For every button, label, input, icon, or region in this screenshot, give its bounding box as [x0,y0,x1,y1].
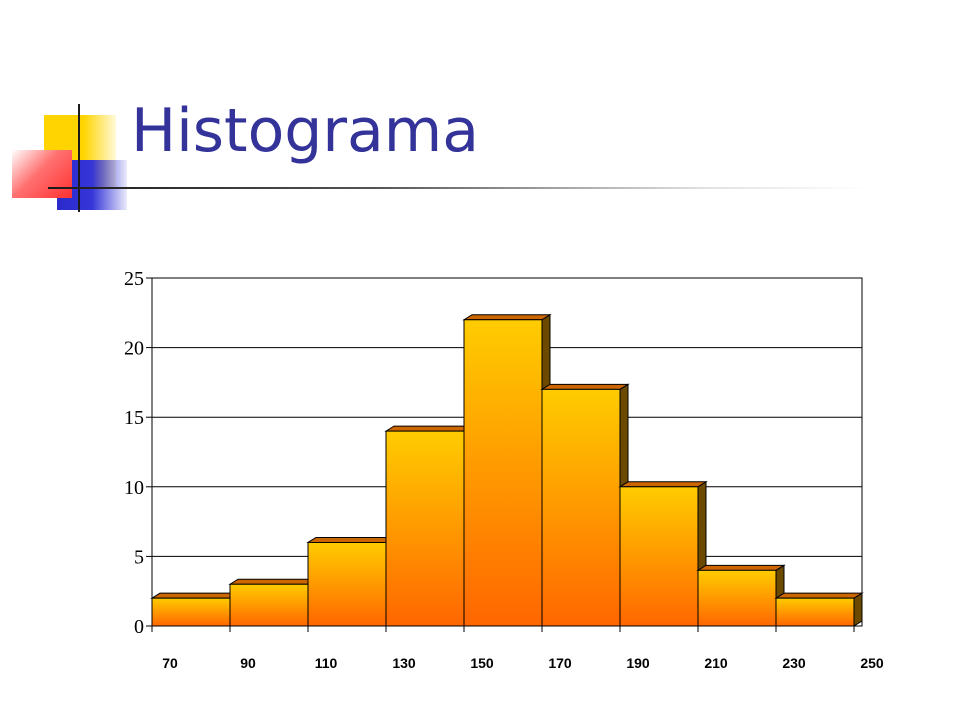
x-tick-label: 230 [782,655,806,671]
x-tick-label: 170 [548,655,572,671]
bar-front [463,319,543,627]
decor-vertical-line [78,104,80,212]
bar-front [775,597,855,627]
bar-front [229,583,309,627]
histogram-bar [228,578,318,627]
y-tick-label: 0 [134,616,144,638]
histogram-bar [150,592,240,627]
bar-front [541,388,621,627]
y-tick-label: 10 [124,477,144,499]
x-tick-label: 70 [162,655,178,671]
y-tick-label: 5 [134,546,144,568]
bar-top [696,564,786,571]
bar-side [853,592,863,627]
bar-top [774,592,864,599]
bar-top [150,592,240,599]
histogram-bar [384,425,474,627]
x-tick-label: 150 [470,655,494,671]
y-tick-label: 25 [124,268,144,290]
y-tick-label: 15 [124,407,144,429]
bar-front [385,430,465,627]
x-tick-label: 210 [704,655,728,671]
bar-top [228,578,318,585]
x-tick-label: 190 [626,655,650,671]
histogram-bar [306,536,396,627]
bar-top [384,425,474,432]
histogram-bar [540,383,630,627]
decor-red-square [12,150,72,198]
histogram-bar [774,592,864,627]
bar-front [151,597,231,627]
bar-top [306,536,396,543]
bar-top [540,383,630,390]
x-tick-label: 90 [240,655,256,671]
y-tick-label: 20 [124,338,144,360]
x-tick-label: 130 [392,655,416,671]
bar-front [307,541,387,627]
bar-top [462,314,552,321]
histogram-bar [462,313,552,627]
bar-front [697,569,777,627]
bar-front [619,486,699,627]
page-title: Histograma [131,96,480,166]
x-tick-label: 110 [315,655,338,671]
bar-top [618,481,708,488]
histogram-bar [618,480,708,627]
title-underline [48,187,868,189]
histogram-bar [696,564,786,627]
x-tick-label: 250 [860,655,884,671]
